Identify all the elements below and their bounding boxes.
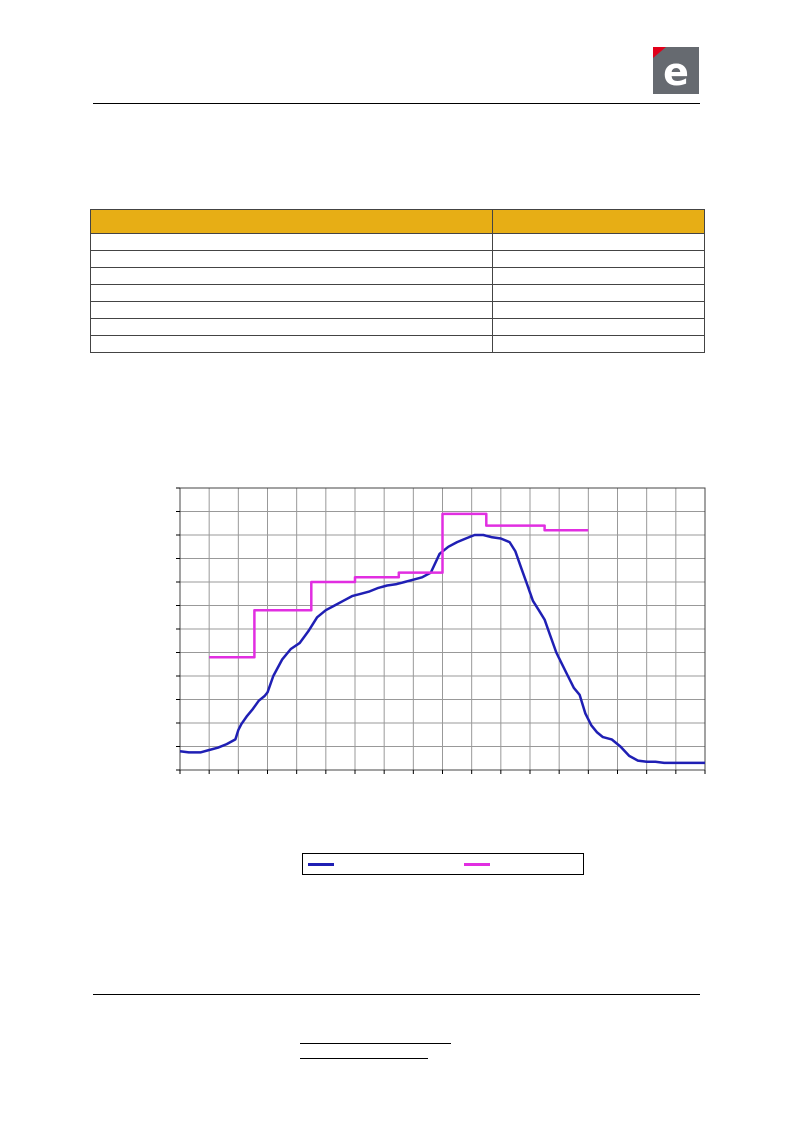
series-line-1 (179, 533, 705, 765)
data-table (90, 209, 705, 353)
table-cell (90, 267, 493, 285)
table-row (90, 267, 705, 285)
company-logo: e (653, 47, 699, 94)
table-cell (492, 284, 705, 302)
table-cell (492, 335, 705, 353)
table-cell (90, 335, 493, 353)
table-row (90, 335, 705, 353)
table-header-row (90, 209, 705, 234)
footer-rule (93, 994, 700, 995)
footnote-underline (300, 1058, 428, 1059)
logo-red-corner (653, 47, 666, 58)
table-cell (492, 301, 705, 319)
table-cell (90, 250, 493, 268)
legend-swatch-series-2 (464, 863, 490, 866)
legend-swatch-series-1 (308, 863, 334, 866)
table-cell (90, 318, 493, 336)
chart-legend (302, 853, 584, 875)
table-header-cell (90, 209, 493, 234)
table-cell (90, 233, 493, 251)
table-cell (90, 301, 493, 319)
table-row (90, 250, 705, 268)
logo-background (653, 47, 699, 94)
table-cell (492, 250, 705, 268)
table-row (90, 233, 705, 251)
table-cell (90, 284, 493, 302)
table-cell (492, 267, 705, 285)
table-row (90, 284, 705, 302)
logo-letter: e (663, 50, 689, 94)
table-cell (492, 233, 705, 251)
footnote-underline (300, 1043, 451, 1044)
line-chart (176, 487, 706, 774)
header-rule (93, 103, 700, 104)
table-row (90, 318, 705, 336)
table-row (90, 301, 705, 319)
series-line-2 (209, 512, 589, 659)
table-cell (492, 318, 705, 336)
table-header-cell (492, 209, 705, 234)
